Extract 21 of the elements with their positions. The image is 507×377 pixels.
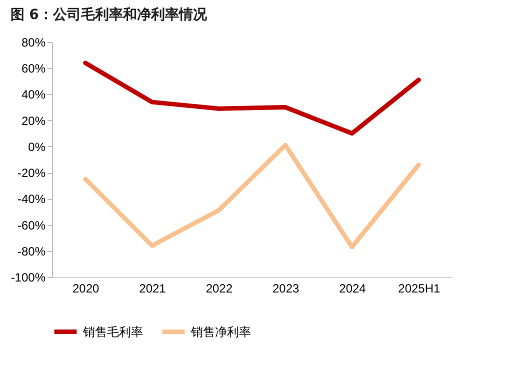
y-tick-label: -80% [17,244,46,258]
x-tick-label: 2023 [272,282,300,296]
x-tick-label: 2022 [206,282,233,296]
y-tick-label: 60% [21,62,46,76]
y-tick-label: 40% [21,88,46,102]
line-series [83,142,421,250]
y-tick-label: -60% [17,218,46,232]
legend-label: 销售毛利率 [82,324,143,339]
y-tick-label: 20% [21,114,46,128]
y-tick-label: -40% [17,192,46,206]
y-tick-label: 80% [21,36,46,50]
x-tick-label: 2021 [139,282,166,296]
line-series [83,60,421,136]
chart-title: 图 6：公司毛利率和净利率情况 [10,6,208,23]
y-tick-label: -20% [17,166,46,180]
legend-label: 销售净利率 [190,324,251,339]
x-tick-label: 2020 [72,282,100,296]
x-tick-label: 2024 [339,282,366,296]
x-tick-label: 2025H1 [398,282,441,296]
y-tick-label: 0% [28,140,46,154]
y-tick-label: -100% [10,270,46,284]
